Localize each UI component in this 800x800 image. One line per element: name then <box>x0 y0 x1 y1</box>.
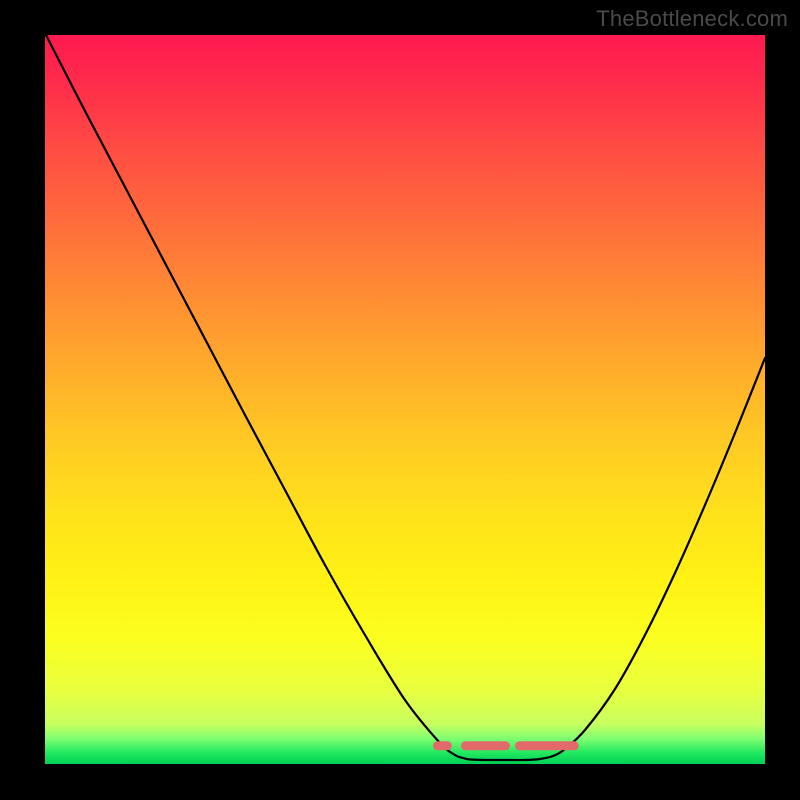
plot-area <box>45 35 765 764</box>
watermark-text: TheBottleneck.com <box>596 6 788 32</box>
chart-stage: TheBottleneck.com <box>0 0 800 800</box>
plot-svg <box>45 35 765 764</box>
gradient-background <box>45 35 765 764</box>
